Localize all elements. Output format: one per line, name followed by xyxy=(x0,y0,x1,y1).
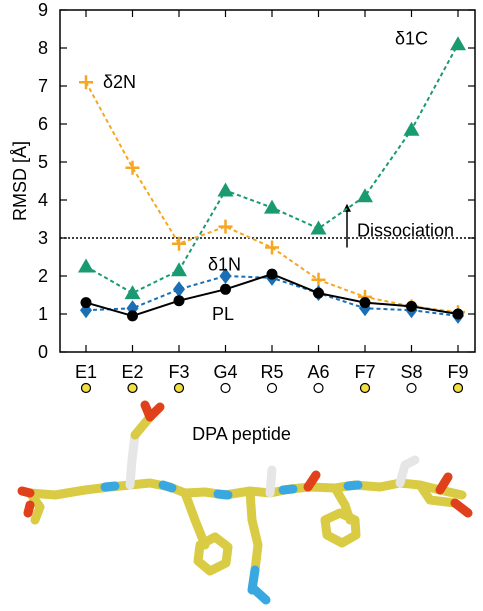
y-tick-label: 6 xyxy=(38,114,48,134)
y-tick-label: 4 xyxy=(38,190,48,210)
residue-marker xyxy=(220,382,231,394)
x-tick-label: G4 xyxy=(213,362,237,382)
data-point xyxy=(173,281,185,298)
series-label-δ1C: δ1C xyxy=(395,29,428,49)
x-tick-label: F3 xyxy=(168,362,189,382)
data-point xyxy=(403,121,420,136)
y-tick-label: 0 xyxy=(38,342,48,362)
peptide-title: DPA peptide xyxy=(192,424,291,444)
data-point xyxy=(311,272,326,287)
series-layer xyxy=(78,36,466,324)
data-point xyxy=(218,219,233,234)
data-point xyxy=(127,310,138,322)
axes: 0 1 2 3 4 5 6 7 8 9 RMSD [Å] E1 E2 F3 G4 R5 A6 F7 S8 F9 xyxy=(10,0,476,394)
data-point xyxy=(124,285,141,300)
x-tick-label: E1 xyxy=(75,362,97,382)
dissociation-threshold: Dissociation xyxy=(60,203,475,248)
data-point xyxy=(172,236,186,251)
residue-marker xyxy=(127,382,138,394)
data-point xyxy=(219,268,232,284)
y-axis-label: RMSD [Å] xyxy=(10,141,30,221)
x-tick-label: R5 xyxy=(260,362,283,382)
y-tick-label: 9 xyxy=(38,0,48,20)
plot-frame xyxy=(59,9,476,353)
residue-marker xyxy=(359,382,371,394)
series-labels: δ2N δ1C δ1N PL xyxy=(103,29,428,325)
y-tick-label: 8 xyxy=(38,38,48,58)
data-point xyxy=(80,297,92,309)
rmsd-chart: 0 1 2 3 4 5 6 7 8 9 RMSD [Å] E1 E2 F3 G4 R5 A6 F7 S8 F9 Dis… xyxy=(10,0,476,394)
data-point xyxy=(125,160,140,175)
data-point xyxy=(173,295,185,307)
y-tick-label: 1 xyxy=(38,304,48,324)
data-point xyxy=(266,268,278,280)
x-tick-label: F7 xyxy=(354,362,375,382)
data-point xyxy=(452,308,464,320)
data-point xyxy=(171,262,187,277)
threshold-label: Dissociation xyxy=(357,220,454,240)
data-point xyxy=(264,199,280,214)
y-tick-label: 2 xyxy=(38,266,48,286)
series-line xyxy=(85,81,459,314)
data-point xyxy=(359,297,371,309)
series-PL xyxy=(80,268,464,322)
residue-marker xyxy=(452,382,464,394)
data-point xyxy=(450,36,466,51)
residue-marker xyxy=(80,382,92,394)
data-point xyxy=(310,220,327,235)
x-tick-label: S8 xyxy=(400,362,422,382)
series-label-PL: PL xyxy=(212,304,234,324)
data-point xyxy=(406,300,417,312)
y-tick-label: 7 xyxy=(38,76,48,96)
series-line xyxy=(85,43,459,295)
series-label-δ1N: δ1N xyxy=(208,255,241,275)
y-tick-label: 5 xyxy=(38,152,48,172)
x-tick-label: F9 xyxy=(447,362,468,382)
x-tick-label: A6 xyxy=(307,362,329,382)
series-δ1C xyxy=(78,36,466,300)
peptide-structure-image xyxy=(17,400,473,605)
y-tick-label: 3 xyxy=(38,228,48,248)
data-point xyxy=(79,75,93,90)
data-point xyxy=(265,240,279,255)
data-point xyxy=(217,182,234,197)
residue-marker xyxy=(173,382,185,394)
x-tick-label: E2 xyxy=(121,362,143,382)
data-point xyxy=(78,258,94,273)
data-point xyxy=(357,188,373,203)
residue-marker xyxy=(266,382,278,394)
residue-marker xyxy=(313,382,324,394)
residue-marker xyxy=(406,382,417,394)
data-point xyxy=(313,287,324,299)
data-point xyxy=(220,283,231,295)
series-label-δ2N: δ2N xyxy=(103,72,136,92)
